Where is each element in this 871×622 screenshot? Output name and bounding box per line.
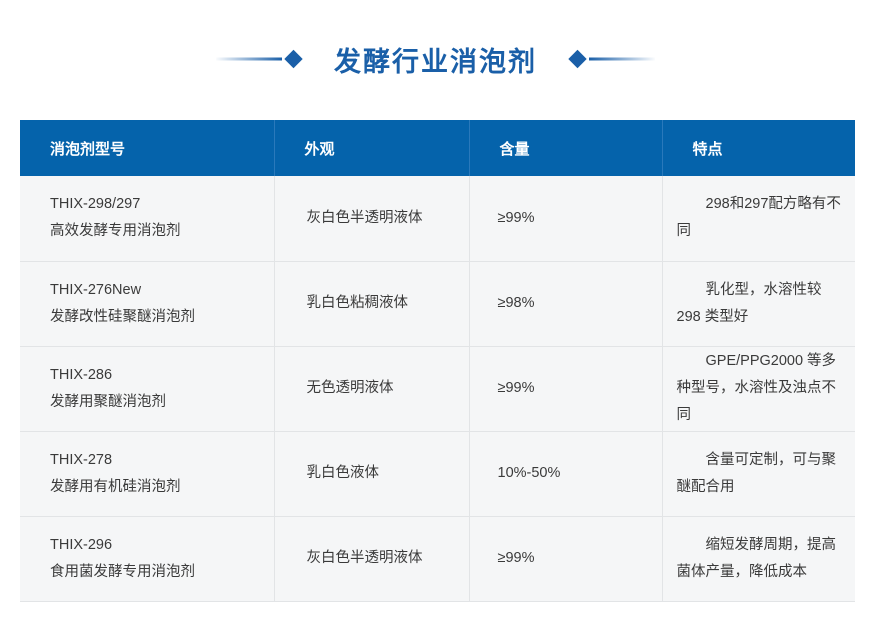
- model-desc: 食用菌发酵专用消泡剂: [50, 563, 195, 580]
- model-desc: 高效发酵专用消泡剂: [50, 223, 181, 240]
- table-header: 消泡剂型号 外观 含量 特点: [20, 120, 855, 176]
- cell-feature: 含量可定制，可与聚醚配合用: [662, 431, 855, 517]
- deco-line-right: [589, 57, 655, 61]
- cell-appearance: 乳白色液体: [274, 431, 470, 517]
- cell-feature: 缩短发酵周期，提高菌体产量，降低成本: [662, 516, 855, 602]
- cell-model: THIX-298/297 高效发酵专用消泡剂: [20, 176, 275, 262]
- arrow-line-diamond-right-icon: [214, 49, 304, 69]
- cell-content: ≥99%: [469, 516, 663, 602]
- table-row: THIX-286 发酵用聚醚消泡剂 无色透明液体 ≥99% GPE/PPG200…: [20, 346, 855, 432]
- cell-content: ≥99%: [469, 176, 663, 262]
- arrow-line-diamond-left-icon: [567, 49, 657, 69]
- model-desc: 发酵用有机硅消泡剂: [50, 478, 181, 495]
- cell-model: THIX-286 发酵用聚醚消泡剂: [20, 346, 275, 432]
- model-code: THIX-296: [50, 536, 113, 553]
- cell-feature: 乳化型，水溶性较298 类型好: [662, 261, 855, 347]
- spec-table-wrapper: 消泡剂型号 外观 含量 特点 THIX-298/297 高效发酵专用消泡剂 灰白…: [20, 120, 855, 602]
- deco-diamond-left: [284, 49, 303, 69]
- deco-line-left: [216, 57, 282, 61]
- table-row: THIX-276New 发酵改性硅聚醚消泡剂 乳白色粘稠液体 ≥98% 乳化型，…: [20, 261, 855, 347]
- cell-appearance: 无色透明液体: [274, 346, 470, 432]
- model-code: THIX-278: [50, 451, 113, 468]
- cell-model: THIX-296 食用菌发酵专用消泡剂: [20, 516, 275, 602]
- cell-content: 10%-50%: [469, 431, 663, 517]
- table-row: THIX-296 食用菌发酵专用消泡剂 灰白色半透明液体 ≥99% 缩短发酵周期…: [20, 516, 855, 602]
- column-header-feature: 特点: [662, 120, 855, 176]
- column-header-model: 消泡剂型号: [20, 120, 275, 176]
- deco-diamond-right: [568, 49, 587, 69]
- model-code: THIX-286: [50, 366, 113, 383]
- cell-appearance: 灰白色半透明液体: [274, 516, 470, 602]
- page-title: 发酵行业消泡剂: [334, 46, 537, 77]
- table-row: THIX-298/297 高效发酵专用消泡剂 灰白色半透明液体 ≥99% 298…: [20, 176, 855, 262]
- cell-feature: 298和297配方略有不同: [662, 176, 855, 262]
- cell-content: ≥98%: [469, 261, 663, 347]
- model-code: THIX-276New: [50, 281, 142, 298]
- model-code: THIX-298/297: [50, 196, 141, 213]
- cell-appearance: 乳白色粘稠液体: [274, 261, 470, 347]
- cell-model: THIX-278 发酵用有机硅消泡剂: [20, 431, 275, 517]
- defoamer-spec-table: 消泡剂型号 外观 含量 特点 THIX-298/297 高效发酵专用消泡剂 灰白…: [20, 120, 855, 602]
- column-header-content: 含量: [469, 120, 663, 176]
- cell-content: ≥99%: [469, 346, 663, 432]
- cell-appearance: 灰白色半透明液体: [274, 176, 470, 262]
- page-title-block: 发酵行业消泡剂: [0, 36, 871, 82]
- cell-feature: GPE/PPG2000 等多种型号，水溶性及浊点不同: [662, 346, 855, 432]
- table-body: THIX-298/297 高效发酵专用消泡剂 灰白色半透明液体 ≥99% 298…: [20, 176, 855, 602]
- model-desc: 发酵改性硅聚醚消泡剂: [50, 308, 195, 325]
- cell-model: THIX-276New 发酵改性硅聚醚消泡剂: [20, 261, 275, 347]
- model-desc: 发酵用聚醚消泡剂: [50, 393, 166, 410]
- table-row: THIX-278 发酵用有机硅消泡剂 乳白色液体 10%-50% 含量可定制，可…: [20, 431, 855, 517]
- table-header-row: 消泡剂型号 外观 含量 特点: [20, 120, 855, 176]
- column-header-appearance: 外观: [274, 120, 470, 176]
